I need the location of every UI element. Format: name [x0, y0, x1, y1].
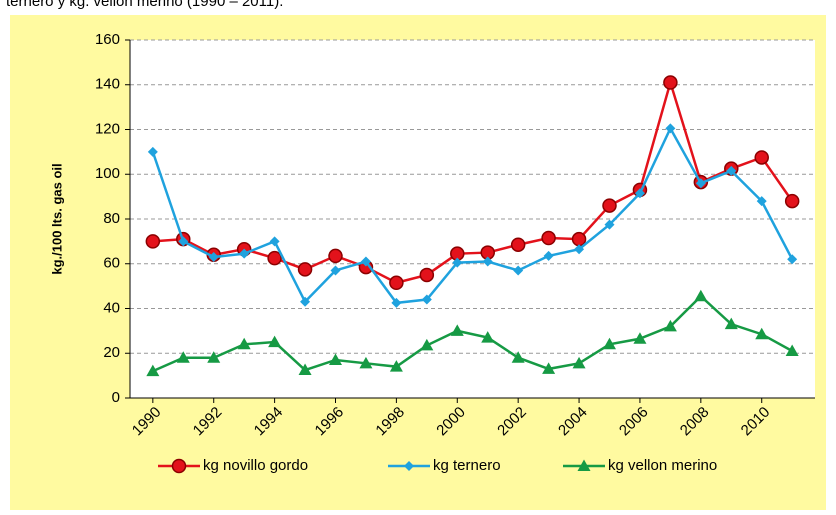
marker: [239, 248, 250, 259]
marker: [633, 332, 647, 344]
marker: [603, 337, 616, 350]
marker: [360, 256, 371, 267]
marker: [328, 248, 343, 264]
y-tick-label: 0: [112, 389, 120, 406]
y-tick-label: 140: [95, 76, 120, 93]
y-tick-label: 20: [103, 344, 120, 361]
y-tick-label: 60: [103, 255, 120, 272]
y-tick-label: 100: [95, 165, 120, 182]
marker: [452, 257, 463, 268]
marker: [694, 289, 708, 302]
marker: [146, 364, 160, 377]
marker: [542, 362, 556, 374]
marker: [784, 193, 800, 209]
marker: [269, 236, 280, 247]
marker: [756, 196, 767, 207]
y-tick-label: 120: [95, 120, 120, 137]
y-axis-label: kg./100 lts. gas oil: [49, 163, 64, 274]
legend-label: kg ternero: [433, 457, 501, 474]
marker: [513, 265, 524, 276]
marker: [145, 234, 161, 249]
marker: [298, 363, 312, 376]
marker: [359, 356, 373, 369]
marker: [787, 254, 798, 265]
marker: [726, 165, 737, 176]
marker: [207, 351, 221, 363]
marker: [481, 331, 495, 343]
y-tick-label: 80: [103, 210, 120, 227]
marker: [541, 230, 556, 246]
marker: [237, 337, 251, 350]
marker: [300, 296, 311, 307]
legend-label: kg vellon merino: [608, 457, 717, 474]
marker: [754, 150, 769, 165]
marker: [572, 356, 586, 369]
marker: [574, 244, 585, 255]
marker: [482, 256, 493, 267]
series-line: [151, 125, 794, 305]
marker: [571, 231, 587, 247]
marker: [785, 344, 799, 357]
marker: [268, 335, 282, 348]
marker: [389, 275, 404, 291]
marker: [329, 353, 342, 365]
y-tick-label: 160: [95, 31, 120, 48]
marker: [724, 317, 738, 330]
marker: [663, 319, 677, 332]
marker: [330, 265, 341, 276]
legend-label: kg novillo gordo: [203, 457, 308, 474]
marker: [511, 351, 525, 363]
marker: [665, 123, 676, 134]
marker: [634, 188, 645, 199]
marker: [267, 250, 282, 266]
legend-marker: [577, 459, 591, 471]
marker: [543, 250, 554, 261]
marker: [420, 338, 434, 351]
legend-marker: [171, 458, 187, 474]
caption: ternero y kg. vellon merino (1990 – 2011…: [6, 0, 283, 10]
series-line: [152, 294, 793, 373]
marker: [663, 75, 678, 90]
marker: [147, 146, 158, 157]
marker: [419, 267, 435, 283]
marker: [602, 198, 617, 213]
marker: [178, 236, 189, 247]
marker: [297, 262, 313, 277]
marker: [695, 178, 706, 189]
marker: [450, 324, 464, 336]
marker: [391, 297, 402, 308]
marker: [755, 327, 769, 340]
legend-marker: [404, 461, 414, 471]
y-tick-label: 40: [103, 299, 120, 316]
series-line: [152, 78, 794, 285]
marker: [176, 351, 190, 363]
marker: [421, 294, 432, 305]
marker: [208, 252, 219, 263]
marker: [510, 237, 526, 252]
marker: [604, 219, 615, 230]
marker: [389, 360, 403, 372]
